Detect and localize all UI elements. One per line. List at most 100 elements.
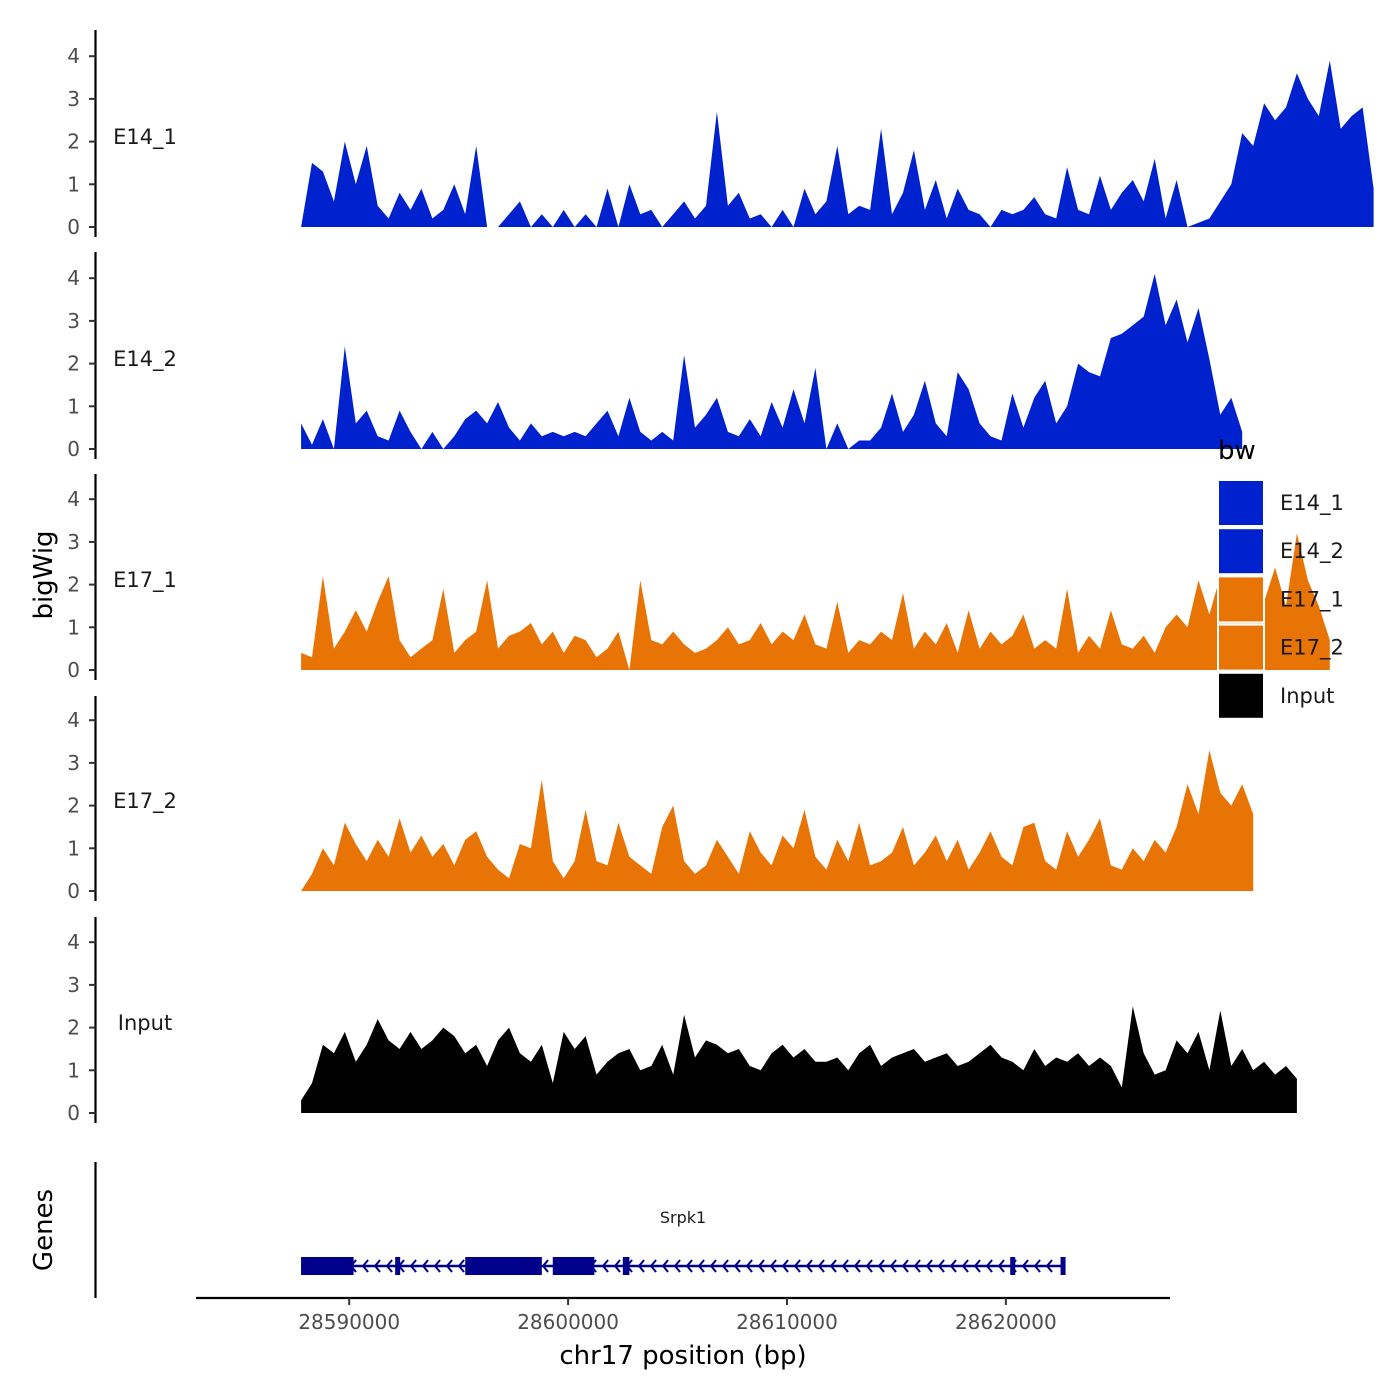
legend-label: Input bbox=[1280, 684, 1334, 708]
area-E14_1 bbox=[301, 60, 1374, 227]
x-tick-label: 28600000 bbox=[517, 1310, 619, 1334]
strand-arrow bbox=[829, 1259, 837, 1273]
y-tick-label: 1 bbox=[67, 615, 80, 639]
y-tick-label: 4 bbox=[67, 708, 80, 732]
strand-arrow bbox=[793, 1259, 801, 1273]
y-tick-label: 3 bbox=[67, 973, 80, 997]
y-tick-label: 2 bbox=[67, 573, 80, 597]
strand-arrow bbox=[937, 1259, 945, 1273]
legend-swatch bbox=[1217, 479, 1265, 527]
x-tick-label: 28590000 bbox=[298, 1310, 400, 1334]
track-Input: 0 1 2 3 4 Input bbox=[67, 917, 1297, 1125]
legend-title: bw bbox=[1218, 436, 1256, 466]
track-label: Input bbox=[118, 1011, 172, 1035]
strand-arrow bbox=[685, 1259, 693, 1273]
strand-arrow bbox=[853, 1259, 861, 1273]
strand-arrow bbox=[421, 1259, 429, 1273]
y-tick-label: 1 bbox=[67, 836, 80, 860]
exon bbox=[301, 1257, 354, 1275]
strand-arrow bbox=[697, 1259, 705, 1273]
y-tick-label: 1 bbox=[67, 172, 80, 196]
strand-arrow bbox=[877, 1259, 885, 1273]
strand-arrow bbox=[925, 1259, 933, 1273]
y-tick-label: 4 bbox=[67, 266, 80, 290]
track-E17_2: 0 1 2 3 4 E17_2 bbox=[67, 696, 1254, 903]
strand-arrow bbox=[913, 1259, 921, 1273]
signal-tracks: 0 1 2 3 4 E14_1 0 1 2 3 4 E14_2 0 1 2 3 4 E17_1 0 1 2 3 4 E17_2… bbox=[67, 30, 1374, 1125]
gene-track: Genes Srpk1 bbox=[29, 1162, 1066, 1298]
y-tick-label: 0 bbox=[67, 437, 80, 461]
y-tick-label: 3 bbox=[67, 309, 80, 333]
y-tick-label: 3 bbox=[67, 87, 80, 111]
track-label: E17_1 bbox=[113, 568, 177, 593]
strand-arrow bbox=[805, 1259, 813, 1273]
strand-arrow bbox=[541, 1259, 549, 1273]
strand-arrow bbox=[1021, 1259, 1029, 1273]
exon bbox=[1060, 1257, 1066, 1275]
track-label: E14_2 bbox=[113, 347, 177, 372]
gene-name-label: Srpk1 bbox=[660, 1208, 706, 1227]
area-Input bbox=[301, 1006, 1297, 1113]
strand-arrow bbox=[889, 1259, 897, 1273]
strand-arrow bbox=[601, 1259, 609, 1273]
exon bbox=[395, 1257, 401, 1275]
y-tick-label: 4 bbox=[67, 930, 80, 954]
legend-label: E14_2 bbox=[1280, 539, 1344, 564]
y-tick-label: 4 bbox=[67, 44, 80, 68]
y-tick-label: 1 bbox=[67, 1058, 80, 1082]
track-label: E14_1 bbox=[113, 125, 177, 150]
strand-arrow bbox=[721, 1259, 729, 1273]
y-tick-label: 2 bbox=[67, 130, 80, 154]
legend-label: E17_2 bbox=[1280, 636, 1344, 661]
strand-arrow bbox=[817, 1259, 825, 1273]
strand-arrow bbox=[757, 1259, 765, 1273]
y-tick-label: 2 bbox=[67, 794, 80, 818]
track-E14_1: 0 1 2 3 4 E14_1 bbox=[67, 30, 1374, 239]
strand-arrow bbox=[613, 1259, 621, 1273]
strand-arrow bbox=[457, 1259, 465, 1273]
legend-swatch bbox=[1217, 671, 1265, 720]
area-E17_1 bbox=[301, 533, 1330, 670]
legend-swatch bbox=[1217, 575, 1265, 624]
x-axis: 28590000 28600000 28610000 28620000 bbox=[196, 1296, 1170, 1334]
y-tick-label: 0 bbox=[67, 879, 80, 903]
gene-model bbox=[301, 1257, 1066, 1275]
y-axis-title: bigWig bbox=[29, 530, 59, 619]
track-E14_2: 0 1 2 3 4 E14_2 bbox=[67, 252, 1243, 461]
strand-arrow bbox=[709, 1259, 717, 1273]
strand-arrow bbox=[385, 1259, 393, 1273]
y-tick-label: 3 bbox=[67, 751, 80, 775]
legend-label: E14_1 bbox=[1280, 491, 1344, 516]
area-E14_2 bbox=[301, 273, 1243, 449]
strand-arrow bbox=[433, 1259, 441, 1273]
strand-arrow bbox=[637, 1259, 645, 1273]
strand-arrow bbox=[1045, 1259, 1053, 1273]
strand-arrow bbox=[733, 1259, 741, 1273]
gene-track-title: Genes bbox=[29, 1189, 59, 1271]
strand-arrow bbox=[745, 1259, 753, 1273]
strand-arrow bbox=[781, 1259, 789, 1273]
y-tick-label: 2 bbox=[67, 352, 80, 376]
strand-arrow bbox=[409, 1259, 417, 1273]
strand-arrow bbox=[1033, 1259, 1041, 1273]
exon bbox=[465, 1257, 542, 1275]
strand-arrow bbox=[949, 1259, 957, 1273]
legend-label: E17_1 bbox=[1280, 587, 1344, 612]
y-tick-label: 4 bbox=[67, 487, 80, 511]
x-tick-label: 28620000 bbox=[955, 1310, 1057, 1334]
y-tick-label: 0 bbox=[67, 215, 80, 239]
track-E17_1: 0 1 2 3 4 E17_1 bbox=[67, 474, 1330, 682]
strand-arrow bbox=[373, 1259, 381, 1273]
strand-arrow bbox=[445, 1259, 453, 1273]
strand-arrow bbox=[649, 1259, 657, 1273]
area-E17_2 bbox=[301, 750, 1254, 891]
y-tick-label: 2 bbox=[67, 1016, 80, 1040]
y-tick-label: 0 bbox=[67, 1101, 80, 1125]
strand-arrow bbox=[661, 1259, 669, 1273]
legend-swatch bbox=[1217, 527, 1265, 576]
y-tick-label: 0 bbox=[67, 658, 80, 682]
legend-swatch bbox=[1217, 623, 1265, 672]
strand-arrow bbox=[865, 1259, 873, 1273]
exon bbox=[552, 1257, 595, 1275]
